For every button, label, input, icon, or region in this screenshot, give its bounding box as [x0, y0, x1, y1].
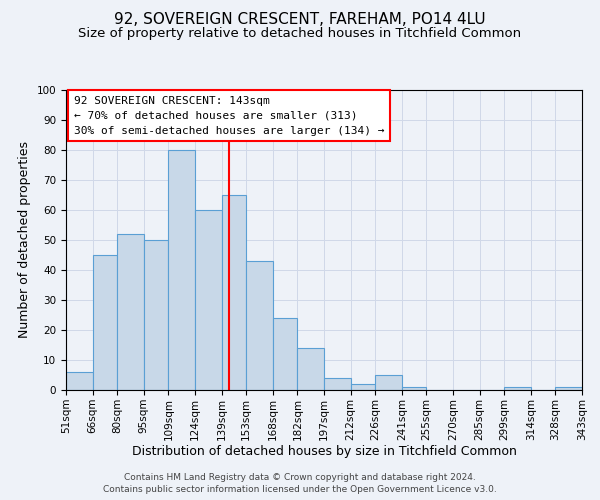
Text: 92 SOVEREIGN CRESCENT: 143sqm
← 70% of detached houses are smaller (313)
30% of : 92 SOVEREIGN CRESCENT: 143sqm ← 70% of d… — [74, 96, 384, 136]
Bar — [169, 150, 195, 390]
Bar — [556, 387, 582, 390]
Bar — [221, 195, 246, 390]
Bar — [66, 372, 92, 390]
Bar — [246, 261, 273, 390]
Text: Size of property relative to detached houses in Titchfield Common: Size of property relative to detached ho… — [79, 28, 521, 40]
Bar — [92, 255, 117, 390]
Bar — [324, 378, 350, 390]
Bar — [350, 384, 375, 390]
Bar — [402, 387, 427, 390]
Bar — [117, 234, 144, 390]
Bar — [144, 240, 169, 390]
X-axis label: Distribution of detached houses by size in Titchfield Common: Distribution of detached houses by size … — [131, 446, 517, 458]
Bar — [375, 375, 402, 390]
Bar — [195, 210, 221, 390]
Bar — [504, 387, 531, 390]
Bar — [298, 348, 324, 390]
Text: 92, SOVEREIGN CRESCENT, FAREHAM, PO14 4LU: 92, SOVEREIGN CRESCENT, FAREHAM, PO14 4L… — [114, 12, 486, 28]
Y-axis label: Number of detached properties: Number of detached properties — [18, 142, 31, 338]
Text: Contains public sector information licensed under the Open Government Licence v3: Contains public sector information licen… — [103, 485, 497, 494]
Text: Contains HM Land Registry data © Crown copyright and database right 2024.: Contains HM Land Registry data © Crown c… — [124, 472, 476, 482]
Bar — [273, 318, 298, 390]
